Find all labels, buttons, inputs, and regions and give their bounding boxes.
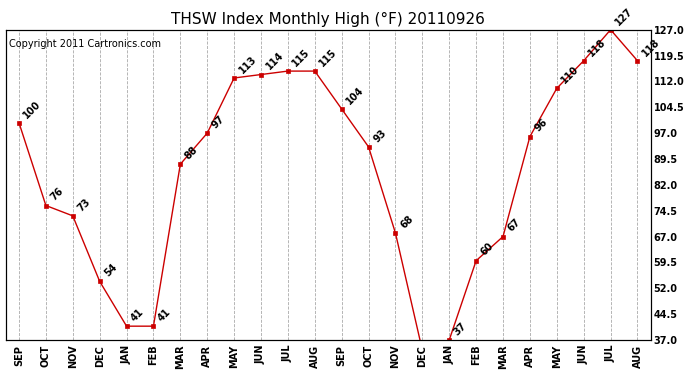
Text: 88: 88 <box>183 145 200 161</box>
Text: 97: 97 <box>210 114 226 130</box>
Text: 127: 127 <box>613 6 635 27</box>
Text: 41: 41 <box>129 307 146 323</box>
Text: 76: 76 <box>49 186 66 203</box>
Text: 113: 113 <box>237 54 258 75</box>
Text: 114: 114 <box>264 50 285 72</box>
Text: 68: 68 <box>398 214 415 230</box>
Text: 41: 41 <box>156 307 173 323</box>
Text: 37: 37 <box>452 321 469 337</box>
Text: 60: 60 <box>479 241 495 258</box>
Text: 118: 118 <box>586 36 608 58</box>
Text: 93: 93 <box>371 128 388 144</box>
Text: Copyright 2011 Cartronics.com: Copyright 2011 Cartronics.com <box>9 39 161 49</box>
Text: 110: 110 <box>560 64 581 86</box>
Title: THSW Index Monthly High (°F) 20110926: THSW Index Monthly High (°F) 20110926 <box>171 12 485 27</box>
Text: 73: 73 <box>76 196 92 213</box>
Text: 100: 100 <box>22 99 43 120</box>
Text: 115: 115 <box>290 47 312 68</box>
Text: 118: 118 <box>640 36 662 58</box>
Text: 54: 54 <box>102 262 119 279</box>
Text: 34: 34 <box>0 374 1 375</box>
Text: 115: 115 <box>317 47 339 68</box>
Text: 96: 96 <box>533 117 549 134</box>
Text: 67: 67 <box>506 217 522 234</box>
Text: 104: 104 <box>344 85 366 106</box>
